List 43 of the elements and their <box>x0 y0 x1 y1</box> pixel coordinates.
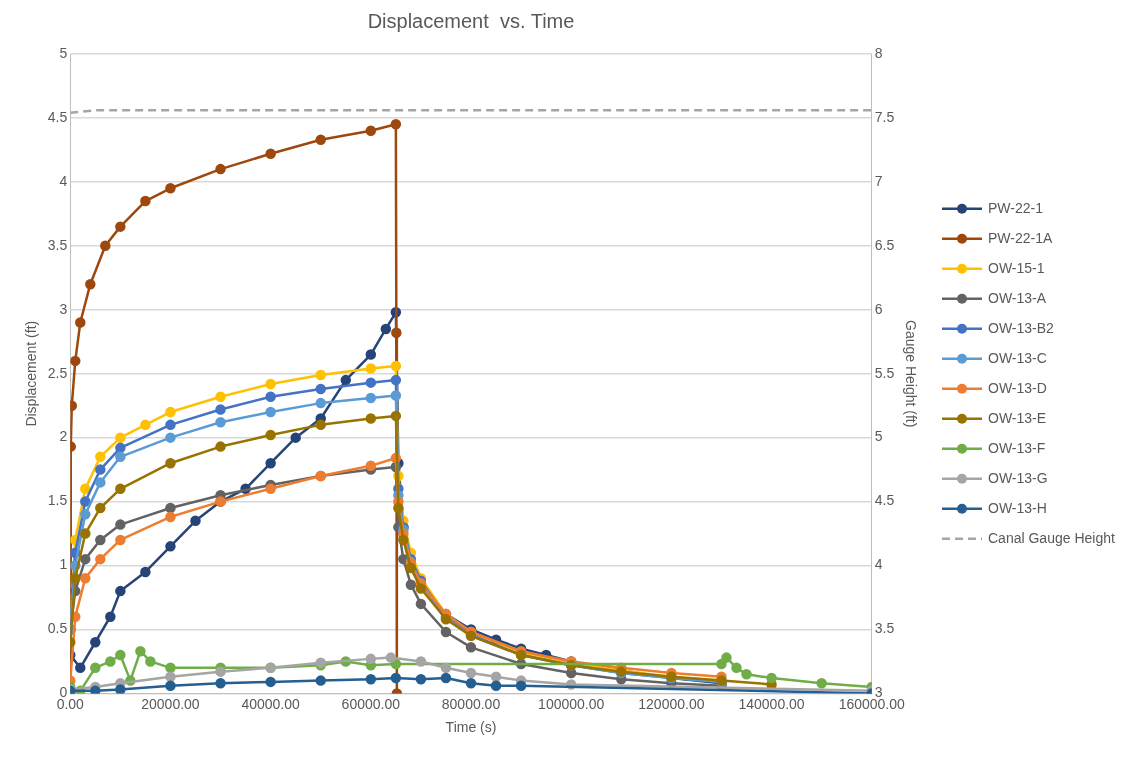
y-axis-title: Displacement (ft) <box>23 320 40 427</box>
x-tick-label: 40000.00 <box>241 695 301 712</box>
x-tick-label: 140000.00 <box>738 695 805 712</box>
y-tick-label: 2 <box>59 428 68 445</box>
y-tick-label: 2.5 <box>47 364 68 381</box>
y-tick-label: 4 <box>59 172 68 189</box>
legend-label: Canal Gauge Height <box>988 529 1115 546</box>
y2-tick-label: 4 <box>874 556 883 573</box>
x-axis-title: Time (s) <box>445 719 497 736</box>
x-tick-label: 100000.00 <box>538 695 605 712</box>
x-tick-label: 20000.00 <box>141 695 200 712</box>
y2-tick-label: 5.5 <box>874 364 895 381</box>
legend-label: PW-22-1A <box>988 229 1053 246</box>
legend-label: OW-15-1 <box>988 259 1045 276</box>
y2-tick-label: 6.5 <box>874 236 895 253</box>
y2-tick-label: 4.5 <box>874 492 895 509</box>
y-tick-label: 3 <box>59 300 68 317</box>
legend-label: OW-13-E <box>988 409 1047 426</box>
y2-tick-label: 3.5 <box>874 620 895 637</box>
y2-tick-label: 7.5 <box>874 108 895 125</box>
y-tick-label: 3.5 <box>47 236 68 253</box>
y-tick-label: 0.5 <box>47 620 68 637</box>
y-tick-label: 5 <box>59 44 68 61</box>
legend-label: OW-13-G <box>988 469 1048 486</box>
x-tick-label: 60000.00 <box>341 695 401 712</box>
legend-label: PW-22-1 <box>988 199 1044 216</box>
y2-tick-label: 6 <box>874 300 883 317</box>
y-tick-label: 1.5 <box>47 492 68 509</box>
x-tick-label: 80000.00 <box>441 695 501 712</box>
y2-tick-label: 7 <box>874 172 883 189</box>
chart-title: Displacement vs. Time <box>367 9 575 32</box>
y-tick-label: 4.5 <box>47 108 68 125</box>
y2-axis-title: Gauge Height (ft) <box>902 320 919 428</box>
legend-label: OW-13-H <box>988 499 1047 516</box>
legend-label: OW-13-D <box>988 379 1047 396</box>
legend-label: OW-13-F <box>988 439 1046 456</box>
y-tick-label: 1 <box>59 556 68 573</box>
legend-label: OW-13-B2 <box>988 319 1055 336</box>
legend-label: OW-13-A <box>988 289 1047 306</box>
x-tick-label: 120000.00 <box>638 695 705 712</box>
legend-label: OW-13-C <box>988 349 1047 366</box>
y2-tick-label: 8 <box>874 44 883 61</box>
y2-tick-label: 5 <box>874 428 883 445</box>
